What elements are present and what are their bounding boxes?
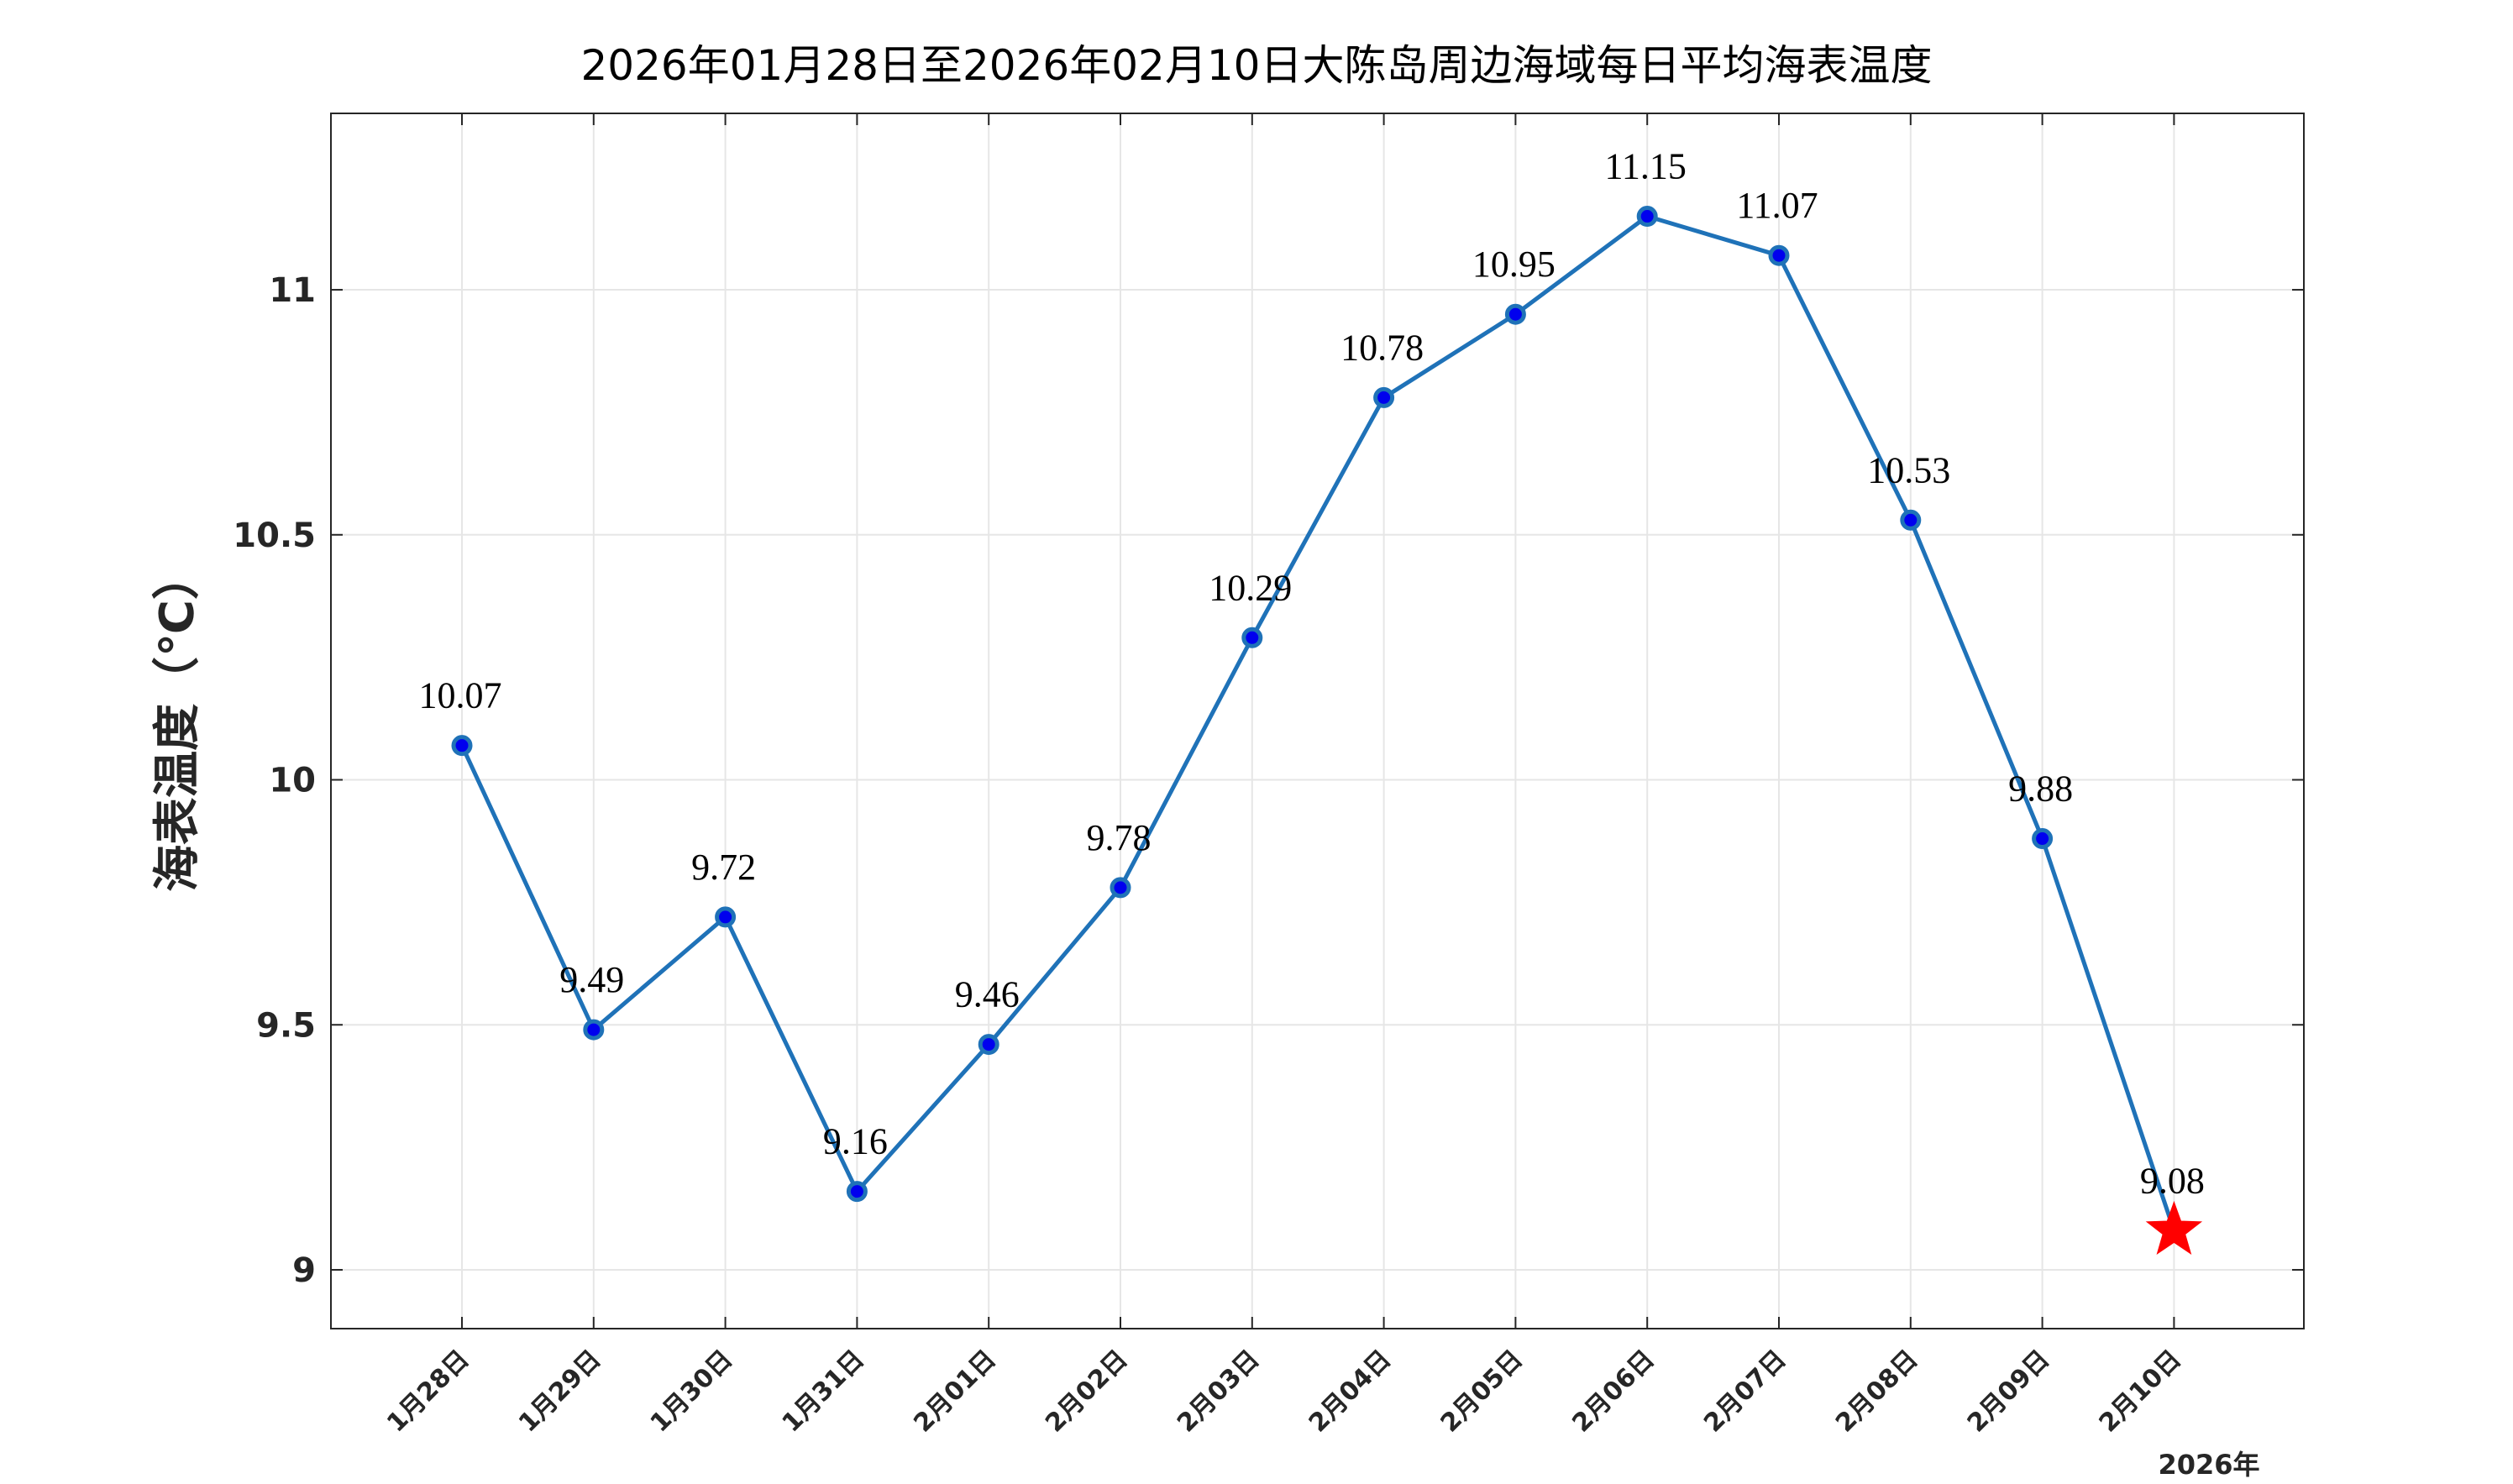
data-value-label: 10.95 [1472,244,1556,285]
highlight-star-marker [2145,1200,2203,1255]
data-value-label: 9.16 [823,1121,888,1162]
series-line [459,214,2176,1232]
data-point-marker [2032,828,2054,850]
data-value-label: 10.29 [1209,567,1292,608]
data-point-marker [1504,303,1526,325]
y-axis-label: 海表温度（℃） [150,553,205,892]
data-value-label: 11.15 [1605,146,1687,187]
y-tick-label: 11 [269,271,316,310]
series-temperature [451,206,2203,1255]
axis-ticks [331,113,2304,1329]
data-point-marker [583,1019,605,1041]
data-point-marker [1373,386,1395,408]
y-tick-label: 9 [292,1251,316,1290]
data-value-label: 9.88 [2008,768,2073,810]
y-tick-label: 10.5 [233,517,316,555]
chart-title: 2026年01月28日至2026年02月10日大陈岛周边海域每日平均海表温度 [581,41,1933,90]
data-value-label: 10.07 [419,675,502,716]
data-point-marker [1768,244,1790,266]
data-point-marker [1241,627,1263,648]
year-label: 2026年 [2158,1449,2259,1481]
data-value-label: 10.78 [1340,327,1424,368]
data-point-marker [451,735,473,757]
data-value-label: 11.07 [1736,185,1818,226]
grid-lines [331,113,2304,1329]
data-point-marker [1900,509,1922,531]
data-value-label: 9.78 [1087,817,1152,858]
data-value-label: 10.53 [1867,449,1950,490]
data-value-label: 9.49 [559,959,624,1000]
y-tick-label: 10 [269,762,316,800]
data-point-marker [1636,206,1658,228]
plot-area-frame [330,113,2305,1329]
data-point-marker [715,906,737,928]
data-value-label: 9.46 [955,974,1020,1015]
data-point-marker [846,1181,868,1203]
data-value-label: 9.72 [691,847,756,888]
data-point-marker [1110,877,1131,899]
data-value-label: 9.08 [2140,1160,2205,1201]
y-tick-label: 9.5 [256,1006,316,1045]
data-point-marker [978,1034,999,1056]
data-labels: 10.07 9.49 9.72 9.16 9.46 9.78 10.29 10.78 10.95… [419,146,2205,1202]
y-tick-labels: 9 9.5 10 10.5 11 [233,271,316,1290]
